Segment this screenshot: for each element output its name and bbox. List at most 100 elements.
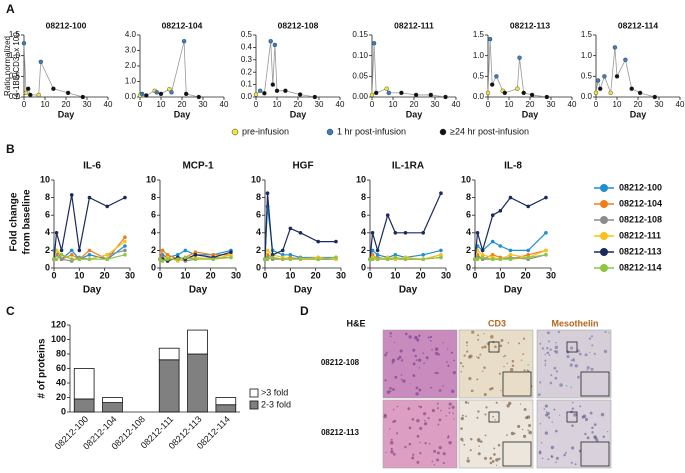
texture [434,347,439,351]
y-tick-label: 0.5 [473,71,485,80]
point [602,74,607,79]
texture [477,334,480,337]
point [385,257,390,262]
point [374,90,379,96]
texture [526,369,529,371]
texture [423,412,427,416]
point [54,257,59,262]
x-tick-label: 0 [486,100,491,109]
x-tick-label: 20 [311,270,321,280]
point [28,92,33,98]
texture [584,432,587,436]
point [193,257,198,262]
panel-label: C [6,304,15,318]
texture [462,365,464,368]
y-axis-label: from baseline [22,189,33,254]
texture [545,411,548,413]
texture [604,331,607,334]
texture [539,381,542,384]
point [211,253,215,257]
texture [553,408,556,411]
y-tick-label: 0.5 [581,71,593,80]
texture [586,436,590,440]
y-tick-label: 0.00 [352,92,368,101]
point [502,90,507,96]
texture [402,379,406,383]
point [370,248,375,253]
texture [589,411,593,415]
point [475,248,480,253]
texture [425,356,429,360]
legend-marker [600,200,608,208]
texture [498,372,501,375]
texture [423,362,426,364]
point [263,257,267,262]
point [375,253,380,257]
texture [436,458,440,462]
point [428,92,433,98]
texture [412,348,416,352]
bar [158,359,180,413]
x-axis-label: Day [630,109,647,119]
x-tick-label: 40 [104,100,113,109]
series-line [255,41,315,98]
legend-label: ≥24 hr post-infusion [450,126,529,136]
y-tick-label: 10 [461,174,471,184]
point [384,86,389,91]
texture [392,452,396,456]
texture [422,352,425,354]
texture [389,386,392,390]
point [608,90,613,96]
x-tick-label: 20 [100,270,110,280]
point [270,253,275,257]
texture [509,367,514,372]
point [490,239,495,244]
point [526,255,530,260]
texture [521,428,524,431]
texture [518,342,521,345]
point [270,255,275,260]
texture [504,354,507,357]
texture [396,357,400,361]
texture [491,460,495,463]
y-axis-label: Fold change [9,192,20,251]
point [623,57,628,62]
y-tick-label: 0.0 [9,92,21,101]
bar [73,398,95,413]
texture [506,404,510,408]
point [544,253,548,257]
point [316,257,321,262]
texture [493,453,496,456]
texture [467,402,470,404]
texture [448,441,452,445]
x-tick-label: 20 [206,270,216,280]
texture [539,422,542,425]
texture [520,359,523,361]
point [183,91,189,97]
texture [554,350,559,354]
point [193,253,198,257]
y-tick-label: 8 [151,192,156,202]
y-tick-label: 6 [151,210,156,220]
texture [389,335,392,338]
y-tick-label: 0.3 [241,55,253,64]
point [544,248,548,253]
texture [607,430,609,433]
point [87,257,92,262]
texture [445,415,447,417]
x-tick-label: 10 [41,100,50,109]
y-tick-label: 0.0 [241,92,253,101]
texture [438,389,442,392]
x-axis-label: Day [83,285,102,296]
bar [102,402,123,413]
texture [483,366,486,369]
inset [502,441,532,467]
texture [436,371,439,375]
point [508,253,513,257]
legend-marker [600,264,608,272]
x-tick-label: 10 [273,100,282,109]
texture [466,350,469,353]
texture [467,457,469,459]
texture [571,446,575,450]
chart-title: 08212-100 [46,20,87,30]
